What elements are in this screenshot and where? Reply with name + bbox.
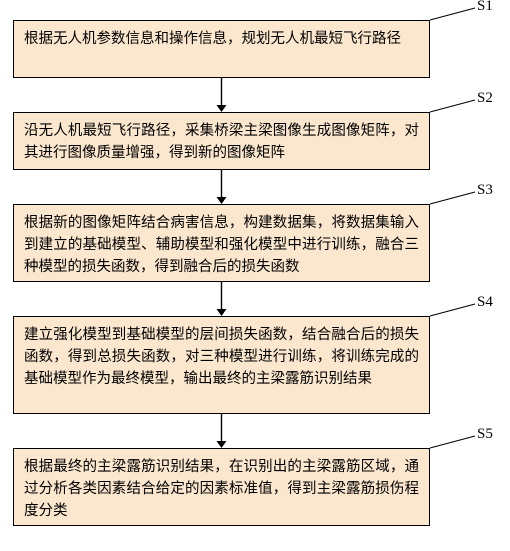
connectors	[0, 0, 510, 551]
